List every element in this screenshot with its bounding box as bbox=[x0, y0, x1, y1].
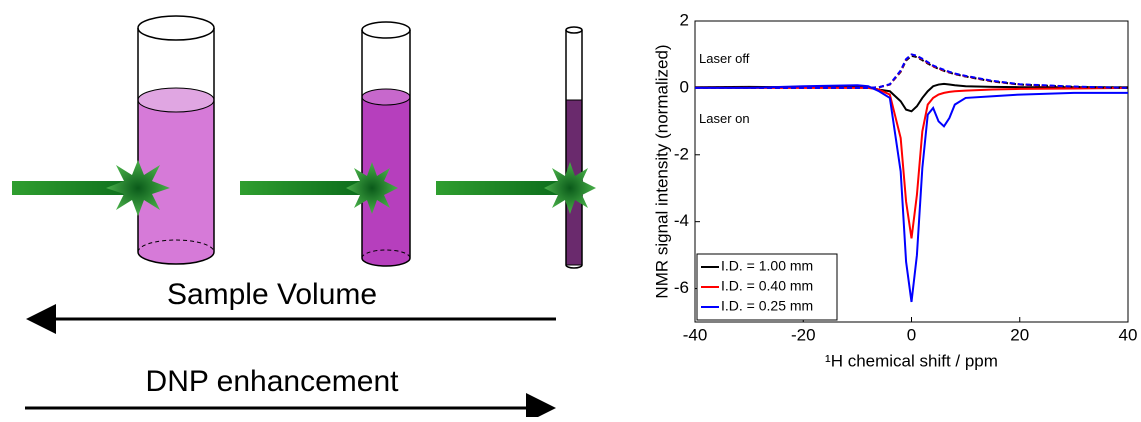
liquid-top bbox=[362, 89, 410, 105]
x-tick-label: 0 bbox=[907, 325, 916, 344]
legend-label: I.D. = 0.25 mm bbox=[721, 298, 813, 314]
x-tick-label: 40 bbox=[1119, 325, 1138, 344]
x-tick-label: 20 bbox=[1010, 325, 1029, 344]
y-tick-label: -4 bbox=[674, 211, 689, 230]
line bbox=[695, 54, 1128, 87]
starburst bbox=[544, 162, 596, 214]
x-tick-label: -20 bbox=[791, 325, 816, 344]
legend-label: I.D. = 0.40 mm bbox=[721, 278, 813, 294]
tube-top bbox=[138, 16, 214, 40]
y-axis-label: NMR signal intensity (normalized) bbox=[652, 44, 671, 298]
tube-top bbox=[362, 22, 410, 38]
x-tick-label: -40 bbox=[683, 325, 708, 344]
tube-top bbox=[566, 27, 582, 33]
diagram: Sample Volume DNP enhancement bbox=[12, 16, 596, 408]
annotation: Laser off bbox=[699, 51, 750, 66]
y-tick-label: 0 bbox=[680, 77, 689, 96]
y-tick-label: 2 bbox=[680, 10, 689, 29]
diagram-label: Sample Volume bbox=[167, 278, 377, 311]
annotation: Laser on bbox=[699, 111, 750, 126]
line bbox=[695, 54, 1128, 87]
line bbox=[695, 56, 1128, 88]
x-axis-label: ¹H chemical shift / ppm bbox=[825, 351, 998, 370]
legend-label: I.D. = 1.00 mm bbox=[721, 258, 813, 274]
y-tick-label: -2 bbox=[674, 144, 689, 163]
diagram-label: DNP enhancement bbox=[146, 365, 400, 398]
figure: Sample Volume DNP enhancement -6-4-202-4… bbox=[0, 0, 1141, 417]
liquid-top bbox=[138, 88, 214, 112]
y-tick-label: -6 bbox=[674, 278, 689, 297]
